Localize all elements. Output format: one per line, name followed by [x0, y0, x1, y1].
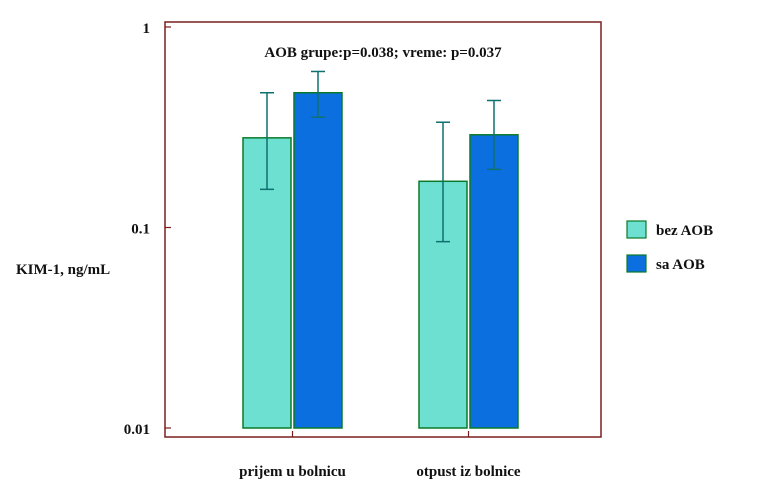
- error-bar: [311, 70, 325, 118]
- y-tick-label: 0.01: [124, 422, 150, 438]
- legend: bez AOB sa AOB: [626, 220, 713, 273]
- y-tick-label: 0.1: [131, 222, 150, 238]
- y-tick-label: 1: [143, 21, 151, 37]
- x-tick-label: otpust iz bolnice: [416, 464, 521, 480]
- bar-sa-aob-1: [293, 91, 343, 429]
- x-tick-label: prijem u bolnicu: [239, 464, 346, 480]
- legend-swatch: [626, 254, 647, 273]
- y-axis-label: KIM-1, ng/mL: [16, 262, 111, 278]
- x-axis: prijem u bolnicu otpust iz bolnice: [239, 431, 521, 480]
- legend-label: bez AOB: [656, 223, 713, 239]
- error-bar: [487, 99, 501, 171]
- legend-swatch: [626, 220, 647, 239]
- legend-label: sa AOB: [656, 257, 705, 273]
- bar-sa-aob-2: [469, 134, 519, 429]
- chart-title: AOB grupe:p=0.038; vreme: p=0.037: [264, 45, 502, 61]
- error-bar: [260, 91, 274, 191]
- plot-frame: [164, 21, 602, 438]
- bars-group: [242, 70, 519, 429]
- error-bar: [436, 121, 450, 243]
- y-axis: 1 0.1 0.01: [124, 21, 171, 438]
